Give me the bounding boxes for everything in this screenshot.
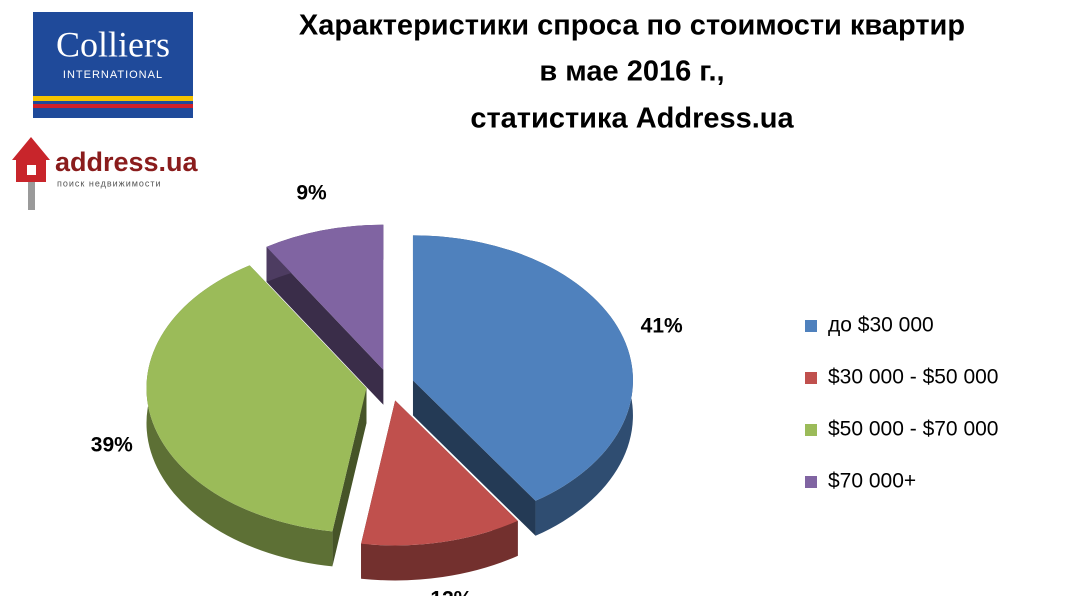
legend-swatch	[805, 320, 817, 332]
house-icon	[12, 137, 50, 182]
data-label: 41%	[641, 315, 683, 338]
logo-stripe	[33, 96, 193, 101]
slice-wall	[266, 246, 384, 405]
slice-top	[146, 265, 367, 532]
legend-label: $70 000+	[828, 470, 916, 493]
slice-top	[412, 235, 633, 501]
logo-stripe	[33, 104, 193, 108]
legend-label: $50 000 - $70 000	[828, 418, 998, 441]
logo-subtext: поиск недвижимости	[57, 178, 162, 188]
slice-side	[361, 520, 518, 581]
chart-title: в мае 2016 г.,	[539, 56, 724, 88]
data-label: 12%	[430, 588, 472, 596]
logo-text: Colliers	[56, 24, 170, 64]
legend-label: $30 000 - $50 000	[828, 366, 998, 389]
logo-subtext: INTERNATIONAL	[63, 69, 163, 81]
slice-top	[361, 400, 518, 546]
legend-swatch	[805, 424, 817, 436]
address-logo: address.ua поиск недвижимости	[12, 137, 199, 210]
chart-title: Характеристики спроса по стоимости кварт…	[299, 10, 965, 42]
house-window	[27, 165, 36, 175]
slice-wall	[332, 388, 367, 567]
legend-label: до $30 000	[828, 314, 934, 337]
logo-text: address.ua	[55, 147, 199, 177]
data-label: 39%	[91, 433, 133, 456]
slice-side	[146, 265, 333, 567]
slice-wall	[412, 380, 536, 536]
pie-slice	[146, 265, 367, 567]
key-icon	[28, 182, 35, 210]
slice-top	[266, 224, 384, 370]
legend-swatch	[805, 372, 817, 384]
pie-slice	[412, 235, 633, 536]
chart-title: статистика Address.ua	[470, 103, 794, 135]
pie-slice	[266, 224, 384, 405]
legend-swatch	[805, 476, 817, 488]
pie-slice	[361, 400, 518, 581]
colliers-logo: Colliers INTERNATIONAL	[33, 12, 193, 118]
data-label: 9%	[296, 181, 327, 204]
